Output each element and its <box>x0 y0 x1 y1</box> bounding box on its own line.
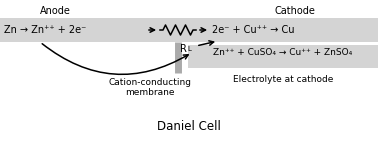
Bar <box>0 18 378 42</box>
Text: Daniel Cell: Daniel Cell <box>157 120 221 133</box>
Bar <box>188 45 378 68</box>
Text: R: R <box>180 44 187 54</box>
Text: 2e⁻ + Cu⁺⁺ → Cu: 2e⁻ + Cu⁺⁺ → Cu <box>212 25 294 35</box>
Text: Zn⁺⁺ + CuSO₄ → Cu⁺⁺ + ZnSO₄: Zn⁺⁺ + CuSO₄ → Cu⁺⁺ + ZnSO₄ <box>213 48 353 57</box>
Text: Electrolyte at cathode: Electrolyte at cathode <box>233 75 333 84</box>
Text: Zn → Zn⁺⁺ + 2e⁻: Zn → Zn⁺⁺ + 2e⁻ <box>4 25 86 35</box>
Text: L: L <box>187 46 191 52</box>
Text: Cation-conducting
membrane: Cation-conducting membrane <box>108 78 192 97</box>
Text: Cathode: Cathode <box>274 6 315 16</box>
Text: Anode: Anode <box>40 6 70 16</box>
